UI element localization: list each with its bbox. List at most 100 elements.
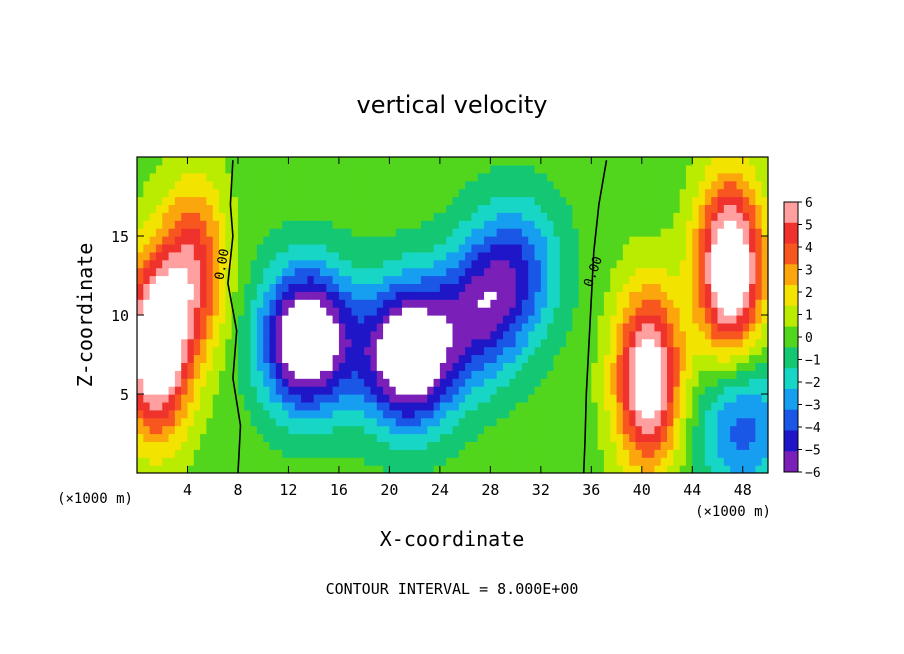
field-cell (477, 172, 485, 182)
field-cell (168, 362, 176, 371)
field-cell (585, 441, 592, 450)
field-cell (319, 188, 327, 198)
field-cell (477, 299, 485, 308)
field-cell (585, 370, 592, 379)
field-cell (263, 251, 271, 261)
field-cell (452, 243, 460, 253)
field-cell (509, 441, 517, 450)
field-cell (566, 188, 573, 198)
field-cell (723, 465, 731, 473)
field-cell (654, 346, 662, 356)
field-cell (193, 164, 201, 174)
field-cell (357, 457, 365, 466)
field-cell (553, 322, 561, 332)
field-cell (162, 449, 170, 458)
field-cell (465, 386, 473, 395)
field-cell (294, 362, 302, 371)
field-cell (143, 370, 151, 379)
field-cell (402, 449, 409, 458)
field-cell (294, 204, 302, 213)
field-cell (465, 465, 473, 473)
field-cell (212, 322, 220, 332)
field-cell (301, 362, 308, 371)
field-cell (420, 307, 428, 316)
field-cell (471, 449, 479, 458)
field-cell (439, 172, 447, 182)
field-cell (547, 425, 555, 435)
field-cell (319, 465, 327, 473)
field-cell (711, 370, 719, 379)
field-cell (654, 417, 662, 427)
field-cell (389, 188, 397, 198)
field-cell (496, 196, 504, 205)
field-cell (528, 267, 536, 277)
field-cell (635, 433, 643, 442)
field-cell (174, 409, 182, 419)
field-cell (288, 251, 296, 261)
field-cell (597, 338, 605, 348)
field-cell (351, 307, 359, 316)
field-cell (654, 401, 662, 411)
field-cell (673, 188, 681, 198)
field-cell (193, 362, 201, 371)
field-cell (635, 354, 643, 363)
field-cell (540, 362, 548, 371)
field-cell (723, 164, 731, 174)
field-cell (660, 370, 668, 379)
field-cell (408, 465, 416, 473)
field-cell (496, 457, 504, 466)
field-cell (225, 220, 233, 229)
field-cell (288, 449, 296, 458)
field-cell (673, 338, 681, 348)
field-cell (502, 386, 510, 395)
field-cell (402, 188, 409, 198)
field-cell (383, 322, 390, 332)
field-cell (502, 228, 510, 237)
field-cell (484, 330, 491, 340)
field-cell (427, 283, 435, 292)
field-cell (288, 315, 296, 324)
field-cell (338, 362, 346, 371)
field-cell (603, 204, 611, 213)
field-cell (458, 220, 466, 229)
field-cell (288, 441, 296, 450)
field-cell (168, 465, 176, 473)
field-cell (559, 212, 567, 221)
field-cell (256, 307, 264, 316)
x-tick-label: 32 (532, 481, 550, 499)
field-cell (275, 465, 283, 473)
field-cell (319, 370, 327, 379)
field-cell (244, 283, 252, 292)
field-cell (698, 457, 706, 466)
field-cell (433, 157, 441, 166)
field-cell (439, 259, 447, 269)
field-cell (282, 196, 290, 205)
field-cell (641, 307, 649, 316)
field-cell (168, 212, 176, 221)
field-cell (566, 433, 573, 442)
field-cell (288, 307, 296, 316)
field-cell (155, 157, 163, 166)
field-cell (307, 401, 315, 411)
field-cell (629, 330, 637, 340)
field-cell (351, 354, 359, 363)
field-cell (515, 251, 523, 261)
field-cell (711, 236, 719, 245)
field-cell (591, 394, 599, 403)
field-cell (540, 164, 548, 174)
field-cell (591, 291, 599, 300)
field-cell (711, 188, 719, 198)
field-cell (206, 236, 214, 245)
field-cell (433, 307, 441, 316)
field-cell (181, 212, 189, 221)
field-cell (534, 330, 542, 340)
field-cell (294, 433, 302, 442)
field-cell (711, 228, 719, 237)
field-cell (181, 315, 189, 324)
field-cell (490, 220, 498, 229)
field-cell (704, 180, 712, 190)
field-cell (439, 315, 447, 324)
field-cell (496, 291, 504, 300)
field-cell (237, 307, 245, 316)
field-cell (559, 401, 567, 411)
